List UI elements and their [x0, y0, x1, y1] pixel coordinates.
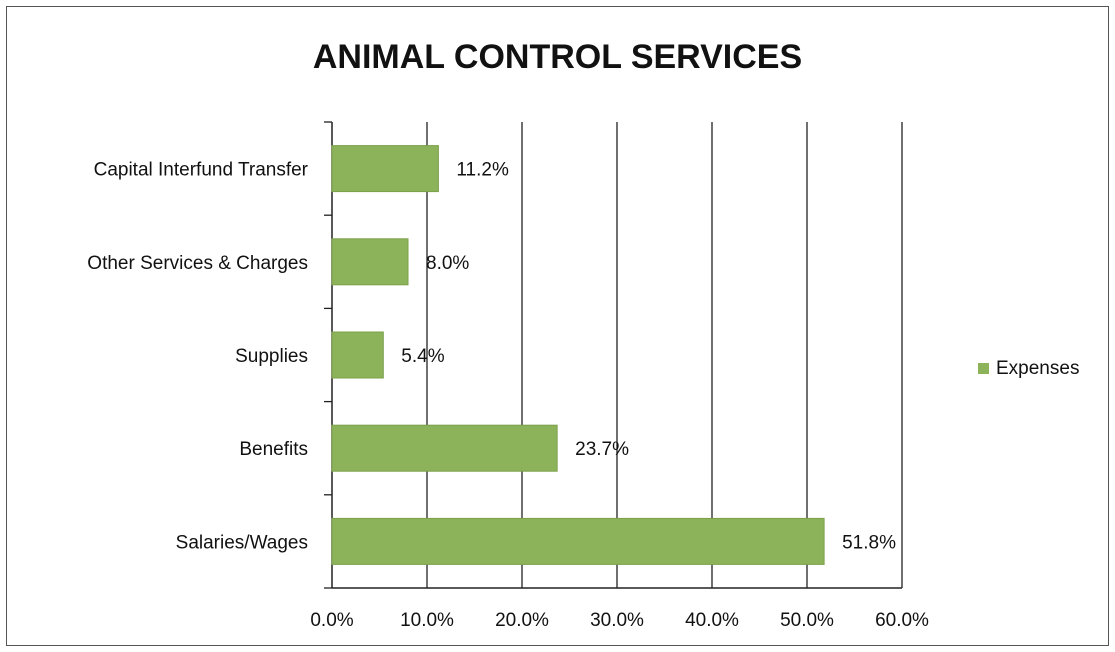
bar [331, 517, 825, 565]
category-label: Other Services & Charges [87, 253, 308, 274]
data-label: 8.0% [426, 253, 469, 274]
x-tick-label: 30.0% [590, 610, 644, 631]
legend-label: Expenses [996, 358, 1079, 379]
bar [331, 424, 558, 472]
bars [331, 145, 825, 565]
legend-swatch [978, 363, 989, 374]
bar [331, 238, 409, 286]
legend: Expenses [978, 358, 1079, 379]
data-label: 23.7% [575, 439, 629, 460]
data-label: 11.2% [456, 160, 509, 181]
labels: 0.0% 10.0% 20.0% 30.0% 40.0% 50.0% 60.0% Capita… [87, 160, 929, 631]
gridlines [426, 122, 903, 588]
x-tick-label: 10.0% [400, 610, 454, 631]
x-tick-label: 60.0% [875, 610, 929, 631]
x-tick-label: 20.0% [495, 610, 549, 631]
category-label: Supplies [235, 346, 308, 367]
bar [331, 145, 439, 193]
x-tick-label: 40.0% [685, 610, 739, 631]
chart-title: ANIMAL CONTROL SERVICES [312, 38, 803, 76]
x-tick-label: 50.0% [780, 610, 834, 631]
category-label: Salaries/Wages [176, 532, 308, 553]
data-label: 5.4% [401, 346, 444, 367]
category-label: Benefits [239, 439, 308, 460]
data-label: 51.8% [842, 532, 896, 553]
category-label: Capital Interfund Transfer [94, 160, 309, 181]
x-tick-label: 0.0% [310, 610, 353, 631]
bar [331, 331, 384, 379]
